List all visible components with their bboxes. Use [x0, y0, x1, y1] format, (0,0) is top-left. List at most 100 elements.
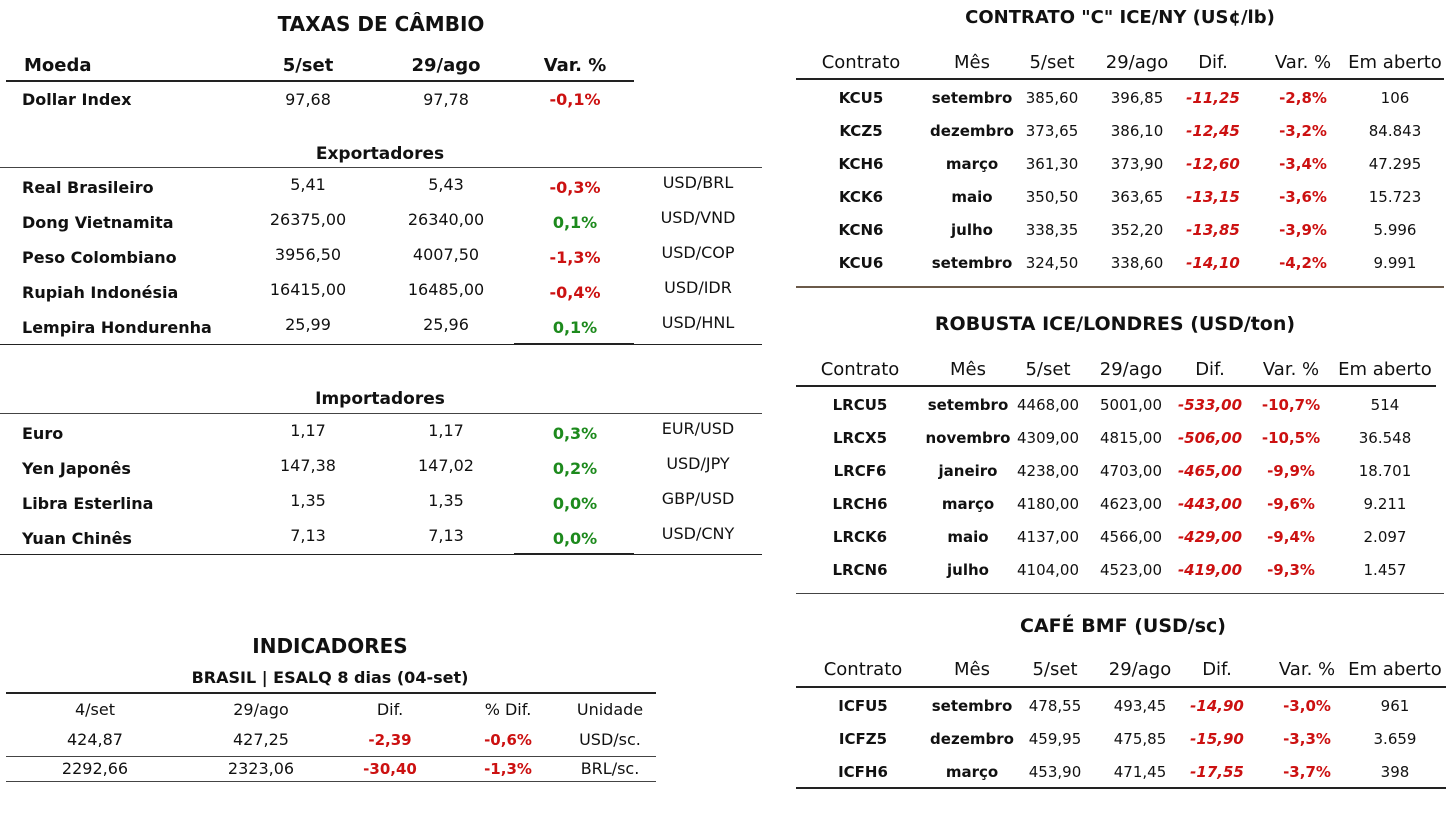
robusta-cell: LRCN6 [832, 561, 888, 579]
robusta-cell: -9,3% [1267, 561, 1315, 579]
arabica-cell: 385,60 [1025, 89, 1079, 107]
arabica-header-cell: Contrato [821, 52, 901, 73]
robusta-row: LRCX5 novembro 4309,00 4815,00 -506,00 -10,5%… [0, 424, 1449, 452]
arabica-cell: -3,2% [1279, 122, 1327, 140]
fx-row-previous: 7,13 [428, 526, 464, 545]
arabica-cell: 361,30 [1025, 155, 1079, 173]
bmf-cell: ICFZ5 [838, 730, 888, 748]
robusta-cell: janeiro [938, 462, 998, 480]
robusta-cell: 4468,00 [1016, 396, 1080, 414]
bmf-header-cell: Mês [954, 659, 990, 680]
fx-importers-label: Importadores [315, 389, 445, 409]
fx-row: Yuan Chinês 7,13 7,13 0,0% USD/CNY [0, 524, 762, 553]
indicators-cell: 2323,06 [227, 759, 295, 778]
robusta-cell: 4523,00 [1099, 561, 1163, 579]
arabica-cell: KCK6 [838, 188, 884, 206]
fx-title: TAXAS DE CÂMBIO [277, 12, 485, 36]
robusta-cell: 4815,00 [1099, 429, 1163, 447]
fx-row-pair: USD/VND [660, 208, 736, 227]
bmf-cell: março [945, 763, 999, 781]
robusta-cell: 9.211 [1363, 495, 1407, 513]
fx-row-pair: GBP/USD [661, 489, 735, 508]
arabica-cell: 324,50 [1025, 254, 1079, 272]
indicators-cell: 427,25 [233, 730, 289, 749]
fx-row-previous: 4007,50 [412, 245, 480, 264]
arabica-header-divider [796, 78, 1444, 80]
bmf-header-divider [796, 686, 1446, 688]
fx-row-pair: USD/HNL [661, 313, 735, 332]
robusta-cell: 4180,00 [1016, 495, 1080, 513]
robusta-cell: 2.097 [1363, 528, 1407, 546]
robusta-cell: -9,9% [1267, 462, 1315, 480]
bmf-header-cell: Var. % [1278, 659, 1336, 680]
arabica-bottom-line [796, 286, 1444, 288]
fx-row-dollar-index: Dollar Index 97,68 97,78 -0,1% [0, 86, 762, 114]
robusta-header-cell: Em aberto [1338, 359, 1432, 380]
arabica-row: KCK6 maio 350,50 363,65 -13,15 -3,6% 15.723 [0, 183, 1449, 211]
arabica-cell: 338,35 [1025, 221, 1079, 239]
robusta-cell: 514 [1370, 396, 1400, 414]
robusta-cell: -9,4% [1267, 528, 1315, 546]
fx-exporters-divider [0, 167, 762, 168]
robusta-header-cell: Mês [950, 359, 986, 380]
robusta-header-cell: 29/ago [1099, 359, 1163, 380]
arabica-cell: -3,9% [1279, 221, 1327, 239]
arabica-cell: 338,60 [1110, 254, 1164, 272]
indicators-cell: BRL/sc. [580, 759, 640, 778]
fx-exporters-var-underline [514, 343, 634, 345]
indicators-cell: 2292,66 [61, 759, 129, 778]
indicators-header-cell: Unidade [576, 700, 644, 719]
bmf-cell: -15,90 [1190, 730, 1244, 748]
indicators-subtitle: BRASIL | ESALQ 8 dias (04-set) [191, 668, 469, 687]
fx-row-current: 5,41 [290, 175, 326, 194]
fx-row-current: 3956,50 [274, 245, 342, 264]
robusta-cell: 4566,00 [1099, 528, 1163, 546]
fx-row-previous: 147,02 [418, 456, 474, 475]
robusta-cell: LRCX5 [832, 429, 888, 447]
robusta-header-divider [796, 385, 1436, 387]
arabica-row: KCH6 março 361,30 373,90 -12,60 -3,4% 47.295 [0, 150, 1449, 178]
robusta-cell: 18.701 [1358, 462, 1412, 480]
robusta-cell: LRCK6 [832, 528, 888, 546]
robusta-row: LRCH6 março 4180,00 4623,00 -443,00 -9,6% 9.21… [0, 490, 1449, 518]
arabica-cell: -3,4% [1279, 155, 1327, 173]
fx-row-variation: -1,3% [549, 248, 601, 267]
fx-row-previous: 16485,00 [407, 280, 485, 299]
fx-row-pair: USD/JPY [666, 454, 730, 473]
arabica-cell: 363,65 [1110, 188, 1164, 206]
bmf-cell: -17,55 [1190, 763, 1244, 781]
arabica-header-cell: Var. % [1274, 52, 1332, 73]
arabica-cell: 5.996 [1373, 221, 1417, 239]
arabica-cell: KCZ5 [839, 122, 883, 140]
robusta-cell: 4137,00 [1016, 528, 1080, 546]
arabica-cell: -14,10 [1186, 254, 1240, 272]
fx-row-previous: 25,96 [423, 315, 469, 334]
robusta-cell: -465,00 [1177, 462, 1243, 480]
bmf-title: CAFÉ BMF (USD/sc) [1020, 615, 1226, 637]
fx-row-previous: 1,17 [428, 421, 464, 440]
arabica-cell: setembro [931, 89, 1013, 107]
fx-row-previous: 1,35 [428, 491, 464, 510]
arabica-row: KCZ5 dezembro 373,65 386,10 -12,45 -3,2% 84.84… [0, 117, 1449, 145]
robusta-title: ROBUSTA ICE/LONDRES (USD/ton) [934, 313, 1296, 335]
fx-importers-var-underline [514, 553, 634, 555]
arabica-cell: 373,90 [1110, 155, 1164, 173]
fx-header-divider [6, 80, 634, 82]
robusta-cell: novembro [925, 429, 1011, 447]
robusta-cell: 36.548 [1358, 429, 1412, 447]
bmf-cell: 453,90 [1028, 763, 1082, 781]
fx-row-name: Dong Vietnamita [22, 213, 174, 232]
bmf-cell: -3,3% [1283, 730, 1331, 748]
indicators-title: INDICADORES [252, 634, 408, 658]
fx-row-variation: 0,0% [552, 494, 598, 513]
robusta-cell: -10,7% [1261, 396, 1321, 414]
bmf-row: ICFH6 março 453,90 471,45 -17,55 -3,7% 398 [0, 758, 1449, 786]
fx-header-current: 5/set [282, 55, 334, 76]
fx-row-variation: 0,3% [552, 424, 598, 443]
indicators-header-cell: 4/set [74, 700, 116, 719]
arabica-cell: KCU6 [838, 254, 884, 272]
fx-row-current: 7,13 [290, 526, 326, 545]
fx-row-variation: 0,2% [552, 459, 598, 478]
robusta-cell: -9,6% [1267, 495, 1315, 513]
arabica-title: CONTRATO "C" ICE/NY (US¢/lb) [965, 7, 1275, 28]
